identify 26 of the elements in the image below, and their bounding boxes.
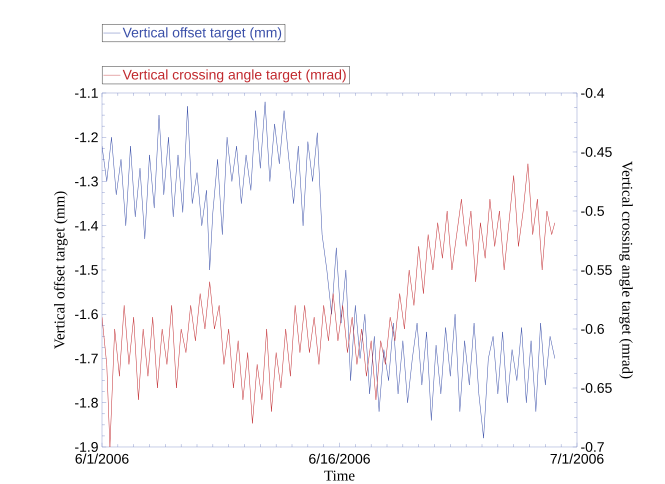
x-tick-label: 7/1/2006 [550, 454, 604, 464]
y2-axis-title: Vertical crossing angle target (mrad) [619, 161, 633, 378]
y-tick-label: -1.6 [75, 309, 98, 320]
line-series [102, 164, 556, 448]
legend-label: Vertical crossing angle target (mrad) [122, 69, 346, 82]
y2-tick-label: -0.6 [581, 324, 604, 334]
y-tick-label: -1.4 [75, 220, 98, 231]
y2-tick-label: -0.4 [581, 88, 604, 98]
y-tick-label: -1.9 [75, 442, 98, 452]
x-tick-label: 6/1/2006 [76, 454, 129, 464]
y2-tick-label: -0.65 [581, 383, 612, 393]
x-tick-label: 6/16/2006 [309, 454, 370, 464]
y2-tick-label: -0.7 [581, 442, 604, 452]
y-tick-label: -1.7 [75, 354, 98, 364]
line-series [102, 102, 556, 438]
y-tick-label: -1.2 [75, 132, 98, 142]
y2-tick-label: -0.45 [581, 147, 612, 157]
legend-label: Vertical offset target (mm) [122, 27, 282, 40]
y-tick-label: -1.1 [75, 88, 98, 98]
y-axis-title: Vertical offset target (mm) [54, 191, 68, 350]
y-tick-label: -1.3 [75, 176, 98, 186]
y-tick-label: -1.8 [75, 398, 98, 408]
x-axis-title: Time [324, 470, 354, 481]
y-tick-label: -1.5 [75, 265, 98, 275]
y2-tick-label: -0.5 [581, 206, 604, 216]
y2-tick-label: -0.55 [581, 265, 612, 275]
